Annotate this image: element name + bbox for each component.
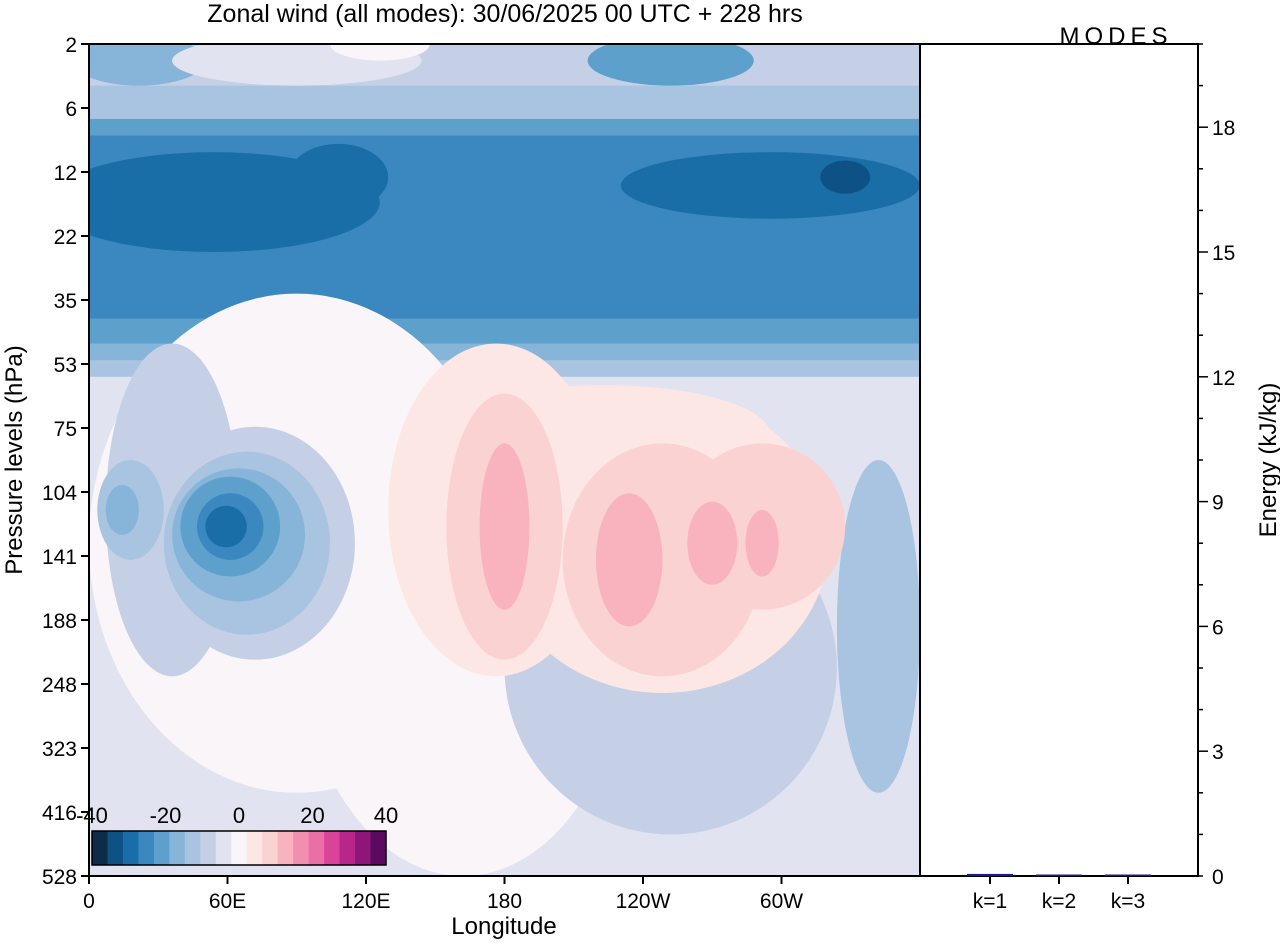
y-tick-label: 188: [42, 610, 77, 633]
colorbar-swatch: [293, 831, 310, 865]
x-tick-label: 120E: [341, 890, 390, 913]
y-tick-label: 2: [65, 34, 77, 57]
x-tick-label: 60W: [760, 890, 803, 913]
energy-bars: k=1 k=2 k=3: [967, 873, 1151, 913]
colorbar-tick-label: -40: [76, 803, 108, 828]
energy-axis: 0 3 6 9 12 15 18: [1198, 43, 1235, 889]
y-tick-label: 323: [42, 738, 77, 761]
energy-tick-label: 12: [1212, 367, 1235, 390]
y-tick-label: 22: [54, 226, 77, 249]
colorbar-swatch: [200, 831, 217, 865]
colorbar-swatch: [370, 831, 387, 865]
colorbar-swatch: [277, 831, 294, 865]
energy-bar: [1105, 874, 1151, 876]
y-tick-label: 104: [42, 482, 77, 505]
wind-band: [89, 118, 920, 137]
colorbar-tick-label: 0: [233, 803, 245, 828]
energy-category-label: k=3: [1111, 890, 1145, 913]
y-tick-label: 6: [65, 98, 77, 121]
pressure-axis: 2 6 12 22 35 53 75 104 141 188 248 323 416 528: [42, 34, 89, 889]
y-axis-label: Pressure levels (hPa): [1, 345, 28, 574]
wind-contour: [330, 44, 430, 61]
colorbar: -40 -20 0 20 40: [76, 803, 398, 866]
energy-tick-label: 6: [1212, 616, 1224, 639]
colorbar-swatch: [215, 831, 232, 865]
wind-contour: [836, 460, 920, 793]
colorbar-swatch: [92, 831, 108, 865]
wind-contour: [587, 44, 754, 86]
wind-contour: [620, 152, 920, 219]
wind-contour: [595, 493, 663, 627]
energy-bar: [1036, 874, 1082, 876]
energy-tick-label: 0: [1212, 866, 1224, 889]
x-axis-label: Longitude: [451, 913, 556, 940]
wind-contour: [745, 509, 779, 577]
x-tick-label: 120W: [616, 890, 671, 913]
wind-contour: [105, 484, 139, 535]
wind-contour: [687, 501, 738, 585]
colorbar-swatch: [355, 831, 372, 865]
x-tick-label: 180: [487, 890, 522, 913]
y-tick-label: 12: [54, 162, 77, 185]
colorbar-swatch: [122, 831, 139, 865]
chart-title: Zonal wind (all modes): 30/06/2025 00 UT…: [207, 0, 802, 28]
colorbar-swatch: [324, 831, 341, 865]
energy-axis-label: Energy (kJ/kg): [1255, 383, 1280, 538]
y-tick-label: 528: [42, 866, 77, 889]
y-tick-label: 35: [54, 290, 77, 313]
colorbar-swatch: [339, 831, 356, 865]
colorbar-swatch: [153, 831, 170, 865]
energy-tick-label: 9: [1212, 492, 1224, 515]
energy-tick-label: 15: [1212, 242, 1235, 265]
energy-category-label: k=1: [973, 890, 1007, 913]
energy-tick-label: 18: [1212, 117, 1235, 140]
wind-contour: [205, 505, 247, 548]
colorbar-swatch: [184, 831, 201, 865]
colorbar-swatch: [246, 831, 263, 865]
colorbar-swatch: [107, 831, 124, 865]
heatmap-plot-area: [89, 44, 920, 876]
colorbar-swatch: [169, 831, 186, 865]
y-tick-label: 53: [54, 354, 77, 377]
wind-band: [89, 85, 920, 120]
y-tick-label: 75: [54, 418, 77, 441]
wind-contour: [288, 143, 389, 211]
colorbar-swatch: [231, 831, 248, 865]
wind-contour: [820, 160, 871, 194]
wind-field-features: [89, 44, 920, 876]
y-tick-label: 248: [42, 674, 77, 697]
colorbar-swatch: [262, 831, 279, 865]
x-tick-label: 0: [83, 890, 95, 913]
colorbar-tick-label: 20: [300, 803, 324, 828]
colorbar-tick-label: 40: [374, 803, 398, 828]
colorbar-swatch: [308, 831, 325, 865]
colorbar-frame: [91, 830, 387, 866]
energy-tick-label: 3: [1212, 741, 1224, 764]
energy-panel-frame: [919, 43, 1199, 877]
wind-contour: [479, 443, 530, 610]
colorbar-tick-label: -20: [150, 803, 182, 828]
energy-category-label: k=2: [1042, 890, 1076, 913]
x-tick-label: 60E: [209, 890, 246, 913]
energy-bar: [967, 873, 1013, 876]
y-tick-label: 141: [42, 546, 77, 569]
y-tick-label: 416: [42, 802, 77, 825]
longitude-axis: 0 60E 120E 180 120W 60W: [83, 876, 803, 913]
colorbar-swatch: [138, 831, 155, 865]
